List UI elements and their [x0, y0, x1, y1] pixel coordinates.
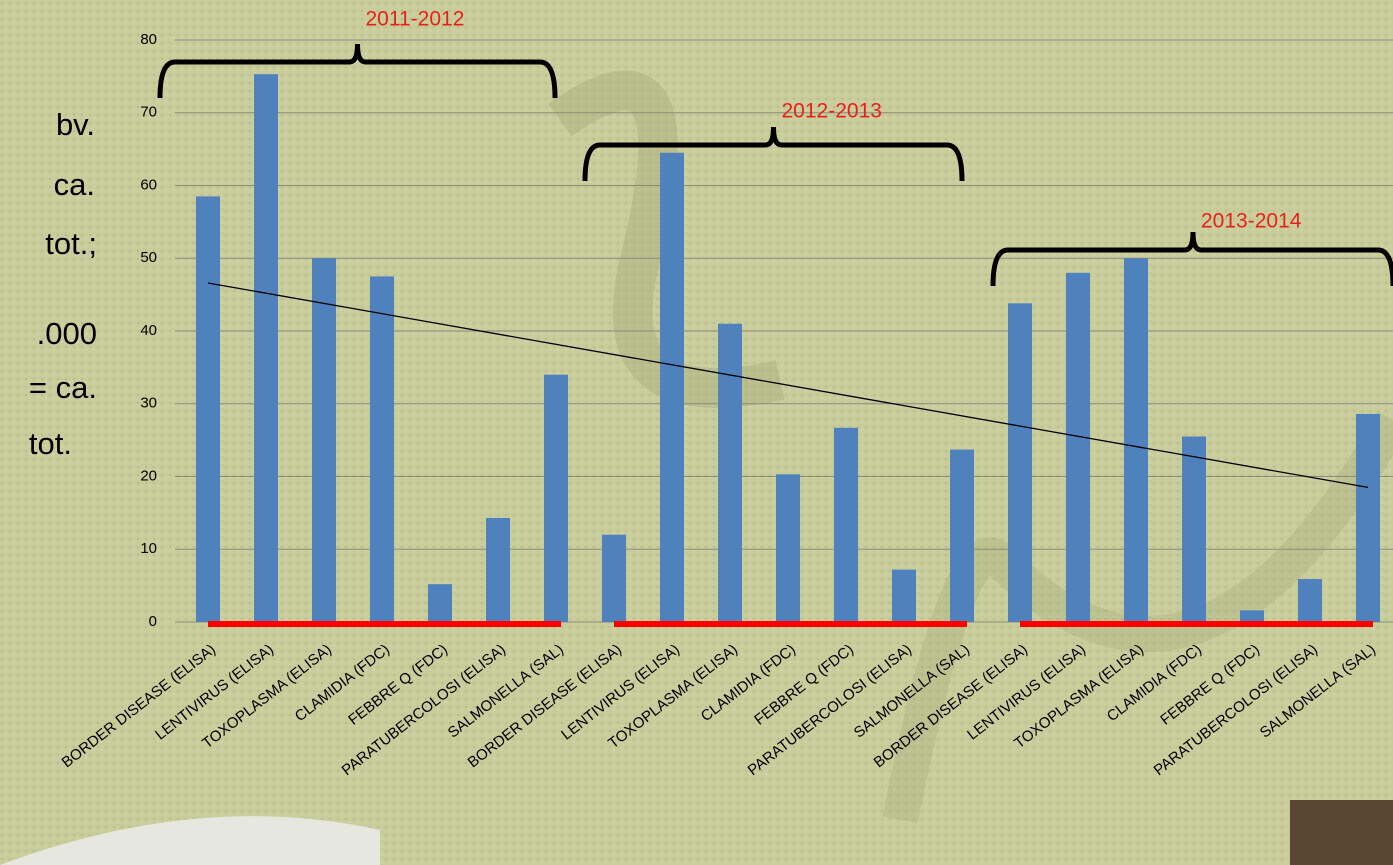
bar	[718, 323, 742, 622]
y-tick-label: 80	[140, 31, 157, 48]
bar	[1124, 258, 1148, 622]
group-label: 2013-2014	[1201, 210, 1302, 233]
side-text: = ca.	[29, 370, 97, 405]
y-tick-label: 50	[140, 249, 157, 266]
group-underline	[208, 621, 561, 627]
bar	[1298, 579, 1322, 622]
y-tick-label: 70	[140, 104, 157, 121]
bar	[950, 449, 974, 622]
bar	[312, 258, 336, 622]
side-text: tot.;	[45, 226, 97, 261]
group-label: 2012-2013	[782, 100, 882, 123]
bar	[1240, 610, 1264, 622]
y-tick-label: 10	[140, 540, 157, 557]
group-label: 2011-2012	[366, 8, 465, 31]
bar	[428, 584, 452, 622]
trendline	[207, 282, 1369, 489]
decoration	[1290, 800, 1393, 865]
group-bracket	[990, 231, 1393, 287]
group-underline	[1020, 621, 1373, 627]
side-text: tot.	[29, 426, 72, 461]
decoration	[0, 816, 380, 865]
y-tick-label: 40	[140, 322, 157, 339]
decoration	[548, 70, 785, 408]
side-text: .000	[37, 316, 97, 351]
bar	[196, 196, 220, 622]
side-text: ca.	[54, 167, 95, 202]
bar	[1182, 436, 1206, 622]
y-tick-label: 30	[140, 395, 157, 412]
y-tick-label: 0	[149, 613, 157, 630]
bar	[892, 569, 916, 622]
bar	[486, 517, 510, 622]
group-underline	[614, 621, 967, 627]
side-text: bv.	[56, 107, 95, 142]
bar	[370, 276, 394, 622]
bar	[1066, 272, 1090, 622]
bar	[254, 74, 278, 622]
y-tick-label: 60	[140, 176, 157, 193]
bar	[1356, 413, 1380, 622]
bar	[602, 534, 626, 622]
bar	[660, 152, 684, 622]
bar	[776, 474, 800, 622]
bar	[834, 427, 858, 622]
bar	[544, 374, 568, 622]
y-tick-label: 20	[140, 467, 157, 484]
bar	[1008, 303, 1032, 622]
group-bracket	[582, 126, 965, 182]
group-bracket	[157, 43, 558, 99]
